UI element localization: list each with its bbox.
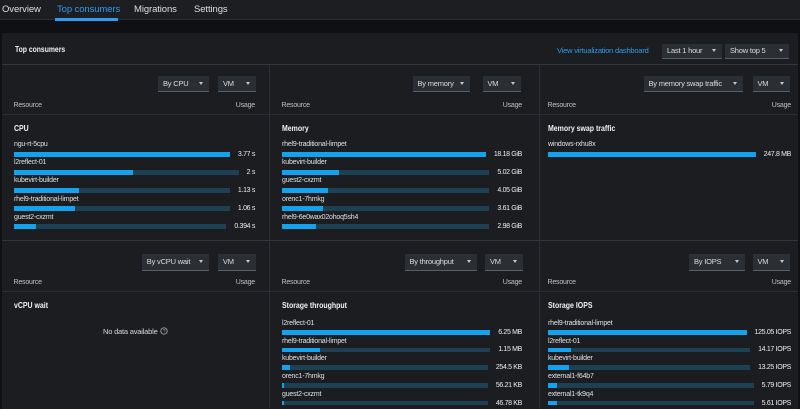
svg-text:?: ? [163,329,166,335]
